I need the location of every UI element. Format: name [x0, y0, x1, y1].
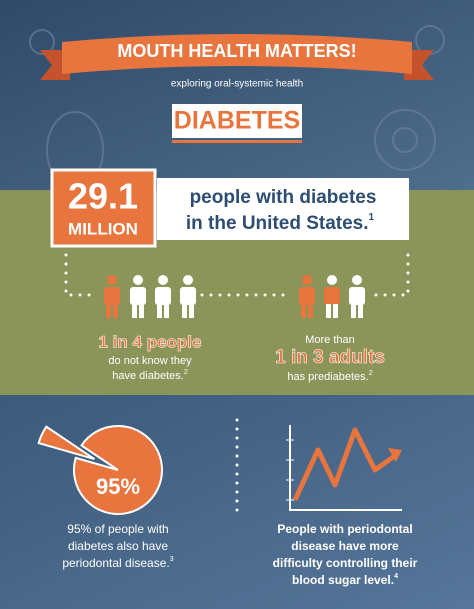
person-head [133, 275, 143, 285]
person-head [107, 275, 117, 285]
person-leg [301, 304, 306, 318]
left-text: do not know they [108, 355, 192, 367]
person-leg [333, 304, 338, 318]
person-leg [326, 304, 331, 318]
pie [37, 425, 163, 515]
person-body [324, 287, 340, 305]
person-leg [139, 304, 144, 318]
left-text: have diabetes. [112, 370, 184, 382]
person-leg [132, 304, 137, 318]
bottom-left-text: diabetes also have [68, 539, 168, 553]
right-text: has prediabetes. [287, 371, 368, 383]
ribbon [62, 34, 412, 74]
top-background [0, 0, 474, 190]
person-body [180, 287, 196, 305]
topic: DIABETES [174, 107, 300, 135]
footnote: 2 [369, 370, 373, 377]
topic-underline [172, 140, 302, 143]
stat-text-box [157, 178, 409, 240]
stat-unit: MILLION [68, 219, 138, 238]
person-leg [164, 304, 169, 318]
stat-text: in the United States. [186, 213, 369, 234]
person-body [104, 287, 120, 305]
person-leg [189, 304, 194, 318]
left-text: have diabetes.2 [112, 369, 188, 382]
topic-box [172, 104, 302, 138]
person-body [130, 287, 146, 305]
bottom-left-text: 95% of people with [67, 522, 168, 536]
person-head [183, 275, 193, 285]
footnote: 3 [170, 556, 174, 563]
bottom-right-text: blood sugar level.4 [292, 573, 398, 587]
footnote: 2 [184, 369, 188, 376]
bottom-right-text: disease have more [291, 539, 399, 553]
bottom-left-text: periodontal disease.3 [62, 556, 173, 570]
person-leg [308, 304, 313, 318]
right-highlight: 1 in 3 adults [275, 347, 385, 368]
person-body [349, 287, 365, 305]
person-head [302, 275, 312, 285]
footnote: 1 [369, 212, 375, 223]
person-head [327, 275, 337, 285]
person-leg [351, 304, 356, 318]
person-leg [157, 304, 162, 318]
bottom-right-text: People with periodontal [277, 522, 412, 536]
footnote: 4 [394, 573, 398, 580]
person-head [158, 275, 168, 285]
person-head [352, 275, 362, 285]
stat-number: 29.1 [68, 176, 138, 217]
person-leg [106, 304, 111, 318]
right-text: has prediabetes.2 [287, 370, 372, 383]
bottom-left-text: periodontal disease. [62, 556, 169, 570]
people [104, 275, 365, 318]
person-leg [358, 304, 363, 318]
left-highlight: 1 in 4 people [99, 332, 202, 351]
pie-slice [73, 425, 163, 515]
subtitle: exploring oral-systemic health [171, 79, 303, 90]
person-body [299, 287, 315, 305]
pie-label: 95% [96, 474, 140, 499]
right-intro: More than [305, 334, 355, 346]
stat-text: people with diabetes [190, 187, 377, 208]
title: MOUTH HEALTH MATTERS! [117, 41, 356, 61]
person-leg [113, 304, 118, 318]
person-leg [182, 304, 187, 318]
bottom-right-text: difficulty controlling their [273, 556, 418, 570]
bottom-right-text: blood sugar level. [292, 573, 394, 587]
stat-box [50, 168, 157, 248]
line-chart-icon [286, 425, 402, 511]
dotted-line [64, 253, 410, 297]
stat-text: in the United States.1 [186, 212, 375, 234]
person-body [155, 287, 171, 305]
pie-slice-detached [37, 425, 95, 460]
